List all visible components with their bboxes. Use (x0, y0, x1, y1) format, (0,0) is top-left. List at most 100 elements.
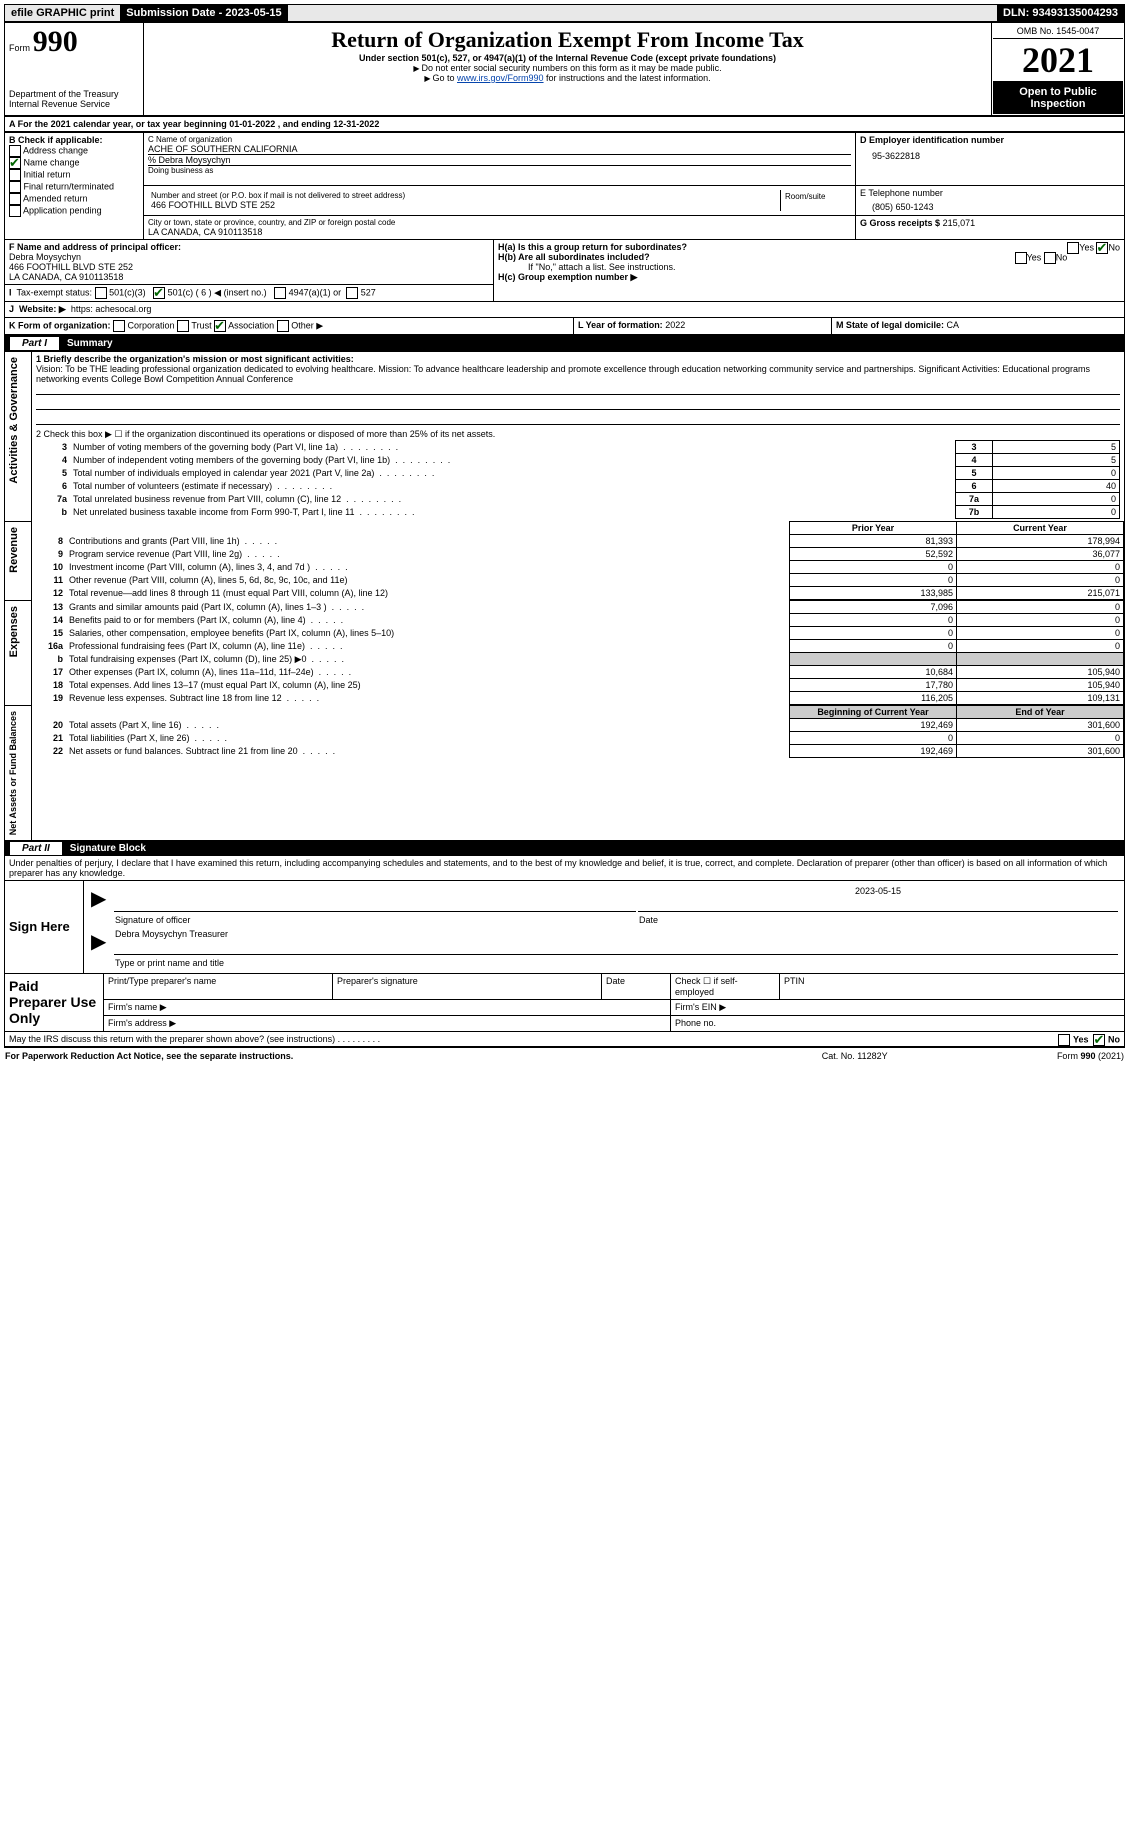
line1-label: 1 Briefly describe the organization's mi… (36, 354, 354, 364)
cb-final[interactable]: Final return/terminated (9, 181, 139, 193)
data-row: 14 Benefits paid to or for members (Part… (32, 614, 1124, 627)
gov-row: b Net unrelated business taxable income … (36, 506, 1120, 519)
data-row: 8 Contributions and grants (Part VIII, l… (32, 535, 1124, 548)
ein: 95-3622818 (872, 151, 1120, 161)
officer-name-title: Debra Moysychyn Treasurer (114, 928, 1118, 955)
firm-ein: Firm's EIN ▶ (671, 999, 1125, 1015)
officer-addr1: 466 FOOTHILL BLVD STE 252 (9, 262, 489, 272)
line2: 2 Check this box ▶ ☐ if the organization… (36, 429, 1120, 440)
data-row: 22 Net assets or fund balances. Subtract… (32, 745, 1124, 758)
data-row: 10 Investment income (Part VIII, column … (32, 561, 1124, 574)
cb-address[interactable]: Address change (9, 145, 139, 157)
pp-sig: Preparer's signature (333, 974, 602, 1000)
cb-501c3[interactable] (95, 287, 107, 299)
tax-year: 2021 (993, 39, 1123, 82)
part1-header: Part ISummary (4, 336, 1125, 351)
data-row: 20 Total assets (Part X, line 16) . . . … (32, 719, 1124, 732)
d-label: D Employer identification number (860, 135, 1004, 145)
mission-text: Vision: To be THE leading professional o… (36, 364, 1120, 384)
declaration: Under penalties of perjury, I declare th… (4, 856, 1125, 881)
f-label: F Name and address of principal officer: (9, 242, 181, 252)
data-row: 9 Program service revenue (Part VIII, li… (32, 548, 1124, 561)
k-row: K Form of organization: Corporation Trus… (5, 318, 574, 335)
data-row: 13 Grants and similar amounts paid (Part… (32, 601, 1124, 614)
cb-4947[interactable] (274, 287, 286, 299)
cb-trust[interactable] (177, 320, 189, 332)
pp-check: Check ☐ if self-employed (671, 974, 780, 1000)
city-value: LA CANADA, CA 910113518 (148, 227, 851, 237)
pp-date: Date (602, 974, 671, 1000)
cb-501c[interactable] (153, 287, 165, 299)
data-row: 18 Total expenses. Add lines 13–17 (must… (32, 679, 1124, 692)
cb-other[interactable] (277, 320, 289, 332)
m-state: M State of legal domicile: CA (831, 318, 1124, 335)
cb-initial[interactable]: Initial return (9, 169, 139, 181)
hb-row: H(b) Are all subordinates included? Yes … (498, 252, 1120, 262)
gov-row: 5 Total number of individuals employed i… (36, 467, 1120, 480)
form-subtitle: Under section 501(c), 527, or 4947(a)(1)… (148, 53, 987, 63)
form-foot: Form 990 (2021) (944, 1050, 1125, 1062)
org-name: ACHE OF SOUTHERN CALIFORNIA (148, 144, 851, 154)
officer-addr2: LA CANADA, CA 910113518 (9, 272, 489, 282)
cb-name[interactable]: Name change (9, 157, 139, 169)
vlabel-exp: Expenses (6, 602, 22, 661)
hc-row: H(c) Group exemption number ▶ (498, 272, 1120, 283)
room-label: Room/suite (780, 190, 849, 211)
gov-row: 4 Number of independent voting members o… (36, 454, 1120, 467)
cb-amended[interactable]: Amended return (9, 193, 139, 205)
data-row: 17 Other expenses (Part IX, column (A), … (32, 666, 1124, 679)
sig-label: Signature of officer (114, 914, 636, 926)
pp-ptin: PTIN (780, 974, 1125, 1000)
form-label: Form (9, 43, 30, 53)
sign-here: Sign Here (9, 919, 70, 934)
e-label: E Telephone number (860, 188, 1120, 198)
website-row: J Website: ▶ https: achesocal.org (4, 302, 1125, 318)
b-label: B Check if applicable: (9, 135, 103, 145)
officer-name: Debra Moysychyn (9, 252, 489, 262)
paperwork-note: For Paperwork Reduction Act Notice, see … (5, 1051, 293, 1061)
omb-no: OMB No. 1545-0047 (993, 24, 1123, 39)
cb-assoc[interactable] (214, 320, 226, 332)
data-row: 15 Salaries, other compensation, employe… (32, 627, 1124, 640)
data-row: 11 Other revenue (Part VIII, column (A),… (32, 574, 1124, 587)
care-of: % Debra Moysychyn (148, 154, 851, 165)
vlabel-gov: Activities & Governance (6, 353, 22, 488)
data-row: 12 Total revenue—add lines 8 through 11 … (32, 587, 1124, 600)
data-row: 16a Professional fundraising fees (Part … (32, 640, 1124, 653)
gov-row: 3 Number of voting members of the govern… (36, 441, 1120, 454)
date-label: Date (638, 914, 1118, 926)
paid-prep-label: Paid Preparer Use Only (9, 978, 96, 1026)
phone-no: Phone no. (671, 1015, 1125, 1031)
efile-label: efile GRAPHIC print (5, 5, 120, 21)
c-name-label: C Name of organization (148, 135, 851, 144)
data-row: b Total fundraising expenses (Part IX, c… (32, 653, 1124, 666)
cb-527[interactable] (346, 287, 358, 299)
cb-pending[interactable]: Application pending (9, 205, 139, 217)
data-row: 19 Revenue less expenses. Subtract line … (32, 692, 1124, 705)
pp-name: Print/Type preparer's name (104, 974, 333, 1000)
top-bar: efile GRAPHIC print Submission Date - 20… (4, 4, 1125, 22)
vlabel-rev: Revenue (6, 523, 22, 577)
firm-name: Firm's name ▶ (104, 999, 671, 1015)
i-label: Tax-exempt status: (17, 287, 93, 297)
gross-receipts: 215,071 (943, 218, 976, 228)
ha-row: H(a) Is this a group return for subordin… (498, 242, 1120, 252)
goto-note: Go to www.irs.gov/Form990 for instructio… (148, 73, 987, 83)
g-label: G Gross receipts $ (860, 218, 940, 228)
addr-label: Number and street (or P.O. box if mail i… (151, 191, 777, 200)
data-row: 21 Total liabilities (Part X, line 26) .… (32, 732, 1124, 745)
gov-row: 6 Total number of volunteers (estimate i… (36, 480, 1120, 493)
form-number: 990 (33, 25, 78, 58)
dln: DLN: 93493135004293 (997, 5, 1124, 21)
vlabel-net: Net Assets or Fund Balances (6, 707, 20, 839)
dept-treasury: Department of the Treasury (9, 89, 139, 99)
sig-date: 2023-05-15 (638, 885, 1118, 912)
gov-row: 7a Total unrelated business revenue from… (36, 493, 1120, 506)
submission-date: Submission Date - 2023-05-15 (120, 5, 287, 21)
phone: (805) 650-1243 (872, 202, 1120, 212)
irs-label: Internal Revenue Service (9, 99, 139, 109)
street-addr: 466 FOOTHILL BLVD STE 252 (151, 200, 777, 210)
type-label: Type or print name and title (114, 957, 1118, 969)
ssn-note: Do not enter social security numbers on … (148, 63, 987, 73)
cb-corp[interactable] (113, 320, 125, 332)
